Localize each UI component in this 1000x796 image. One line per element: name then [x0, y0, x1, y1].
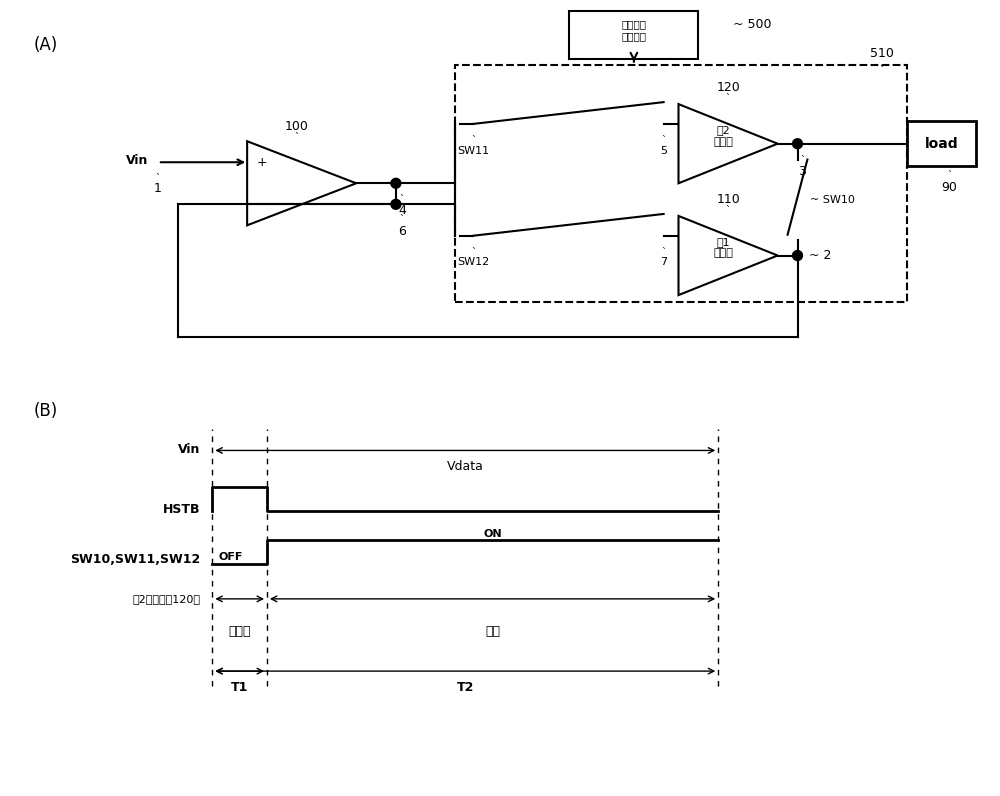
- Text: HSTB: HSTB: [163, 503, 201, 517]
- Text: 110: 110: [716, 193, 740, 206]
- Text: 1: 1: [154, 182, 162, 196]
- Text: `: `: [661, 136, 666, 146]
- Text: 120: 120: [716, 81, 740, 94]
- Text: 90: 90: [941, 181, 957, 193]
- Text: 第1
输出级: 第1 输出级: [713, 236, 733, 259]
- Bar: [907, 122, 976, 166]
- Text: Vin: Vin: [178, 443, 201, 456]
- Text: `: `: [947, 171, 952, 181]
- Text: SW12: SW12: [457, 257, 489, 267]
- Text: `: `: [661, 248, 666, 258]
- Text: `: `: [471, 136, 476, 146]
- Text: ~ 500: ~ 500: [733, 18, 772, 32]
- Text: 6: 6: [398, 224, 406, 237]
- Text: T2: T2: [457, 681, 474, 694]
- Text: `: `: [399, 195, 404, 205]
- Text: 3: 3: [799, 165, 806, 178]
- Text: 100: 100: [285, 120, 309, 133]
- Text: 7: 7: [660, 257, 667, 267]
- Text: 510: 510: [870, 47, 894, 60]
- Text: (A): (A): [34, 36, 58, 54]
- Text: `: `: [294, 133, 299, 142]
- Text: SW10,SW11,SW12: SW10,SW11,SW12: [70, 552, 201, 566]
- Text: `: `: [155, 174, 160, 184]
- Text: 控制信号
产生电路: 控制信号 产生电路: [621, 19, 646, 41]
- Text: ON: ON: [483, 529, 502, 539]
- Text: SW11: SW11: [457, 146, 489, 155]
- Text: −: −: [257, 197, 268, 211]
- Text: `: `: [399, 215, 404, 225]
- Text: 4: 4: [398, 205, 406, 217]
- Circle shape: [391, 178, 401, 188]
- Text: `: `: [879, 65, 884, 76]
- Text: ~ SW10: ~ SW10: [810, 194, 855, 205]
- Text: T1: T1: [231, 681, 248, 694]
- Text: Vin: Vin: [126, 154, 148, 167]
- Bar: [455, 64, 907, 302]
- Circle shape: [793, 251, 802, 260]
- Text: (B): (B): [34, 402, 58, 419]
- Text: `: `: [471, 248, 476, 258]
- Text: 第2
输出级: 第2 输出级: [713, 125, 733, 146]
- Text: +: +: [257, 156, 268, 169]
- Text: 激活: 激活: [485, 625, 500, 638]
- Bar: [569, 11, 698, 59]
- Circle shape: [391, 199, 401, 209]
- Text: 5: 5: [660, 146, 667, 155]
- Text: `: `: [726, 94, 731, 104]
- Text: Vdata: Vdata: [447, 460, 484, 474]
- Text: OFF: OFF: [218, 552, 243, 562]
- Text: 第2输出级（120）: 第2输出级（120）: [133, 594, 201, 604]
- Text: load: load: [924, 137, 958, 150]
- Circle shape: [793, 139, 802, 149]
- Text: `: `: [726, 206, 731, 216]
- Text: 非激活: 非激活: [228, 625, 251, 638]
- Text: ~ 2: ~ 2: [809, 249, 832, 262]
- Text: `: `: [800, 155, 805, 166]
